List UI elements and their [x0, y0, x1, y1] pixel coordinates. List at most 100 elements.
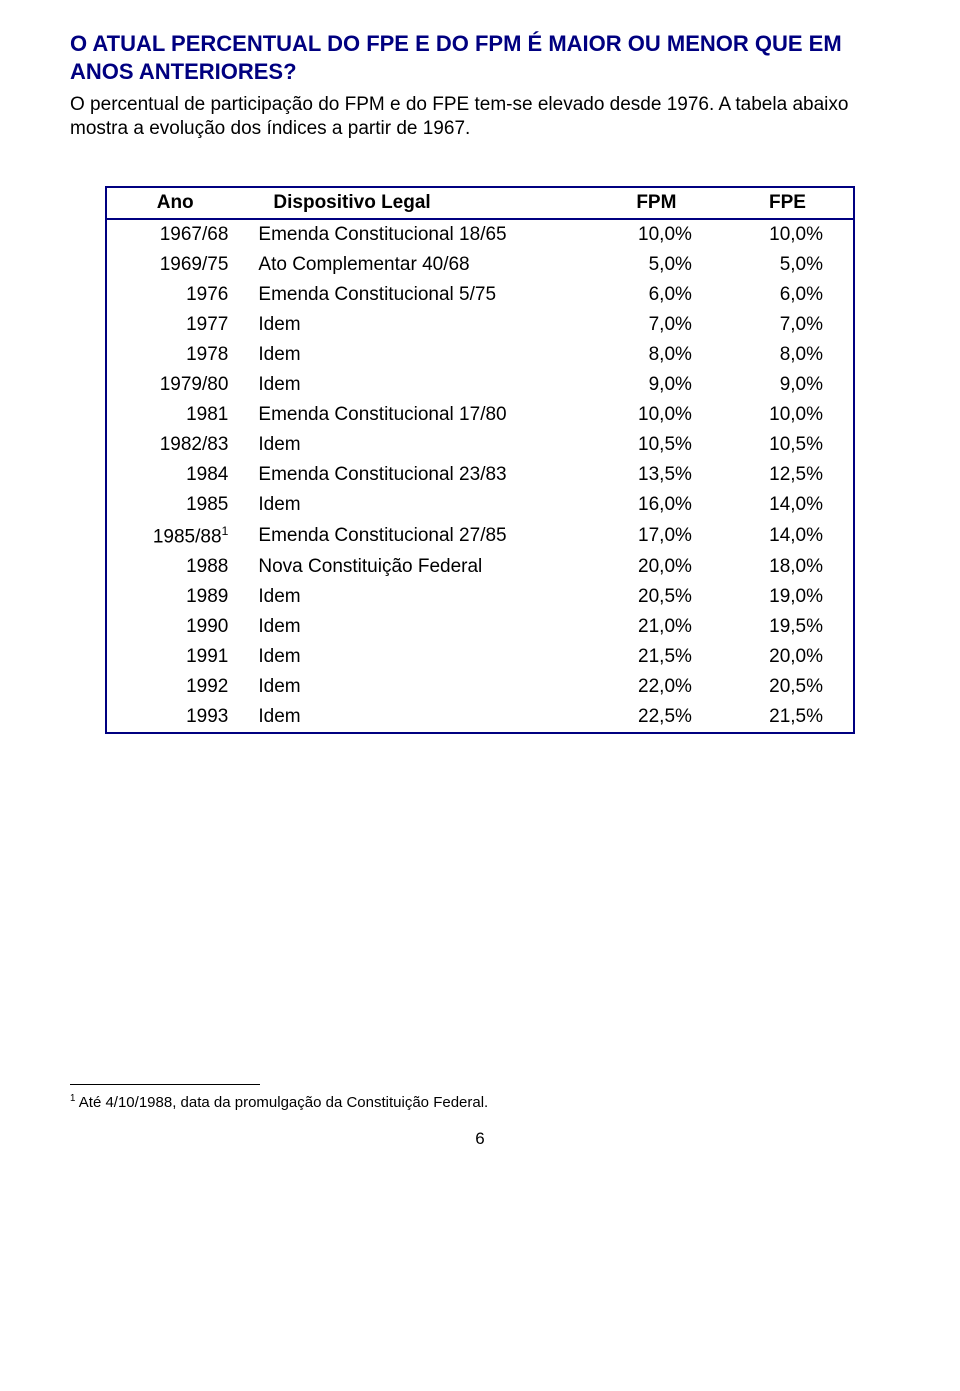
- cell-fpe: 9,0%: [722, 370, 854, 400]
- cell-year: 1969/75: [106, 250, 243, 280]
- cell-legal: Emenda Constitucional 5/75: [243, 280, 590, 310]
- cell-year: 1978: [106, 340, 243, 370]
- cell-legal: Idem: [243, 702, 590, 733]
- table-body: 1967/68Emenda Constitucional 18/6510,0%1…: [106, 219, 854, 733]
- table-row: 1991 Idem21,5%20,0%: [106, 642, 854, 672]
- cell-fpe: 19,5%: [722, 612, 854, 642]
- col-header-year: Ano: [106, 187, 243, 219]
- page: O ATUAL PERCENTUAL DO FPE E DO FPM É MAI…: [0, 0, 960, 1391]
- cell-fpm: 16,0%: [591, 490, 722, 520]
- cell-legal: Emenda Constitucional 18/65: [243, 219, 590, 250]
- cell-fpe: 21,5%: [722, 702, 854, 733]
- cell-year: 1985: [106, 490, 243, 520]
- page-number: 6: [70, 1129, 890, 1149]
- cell-legal: Idem: [243, 340, 590, 370]
- cell-legal: Idem: [243, 370, 590, 400]
- table-row: 1967/68Emenda Constitucional 18/6510,0%1…: [106, 219, 854, 250]
- year-value: 1984: [186, 464, 228, 485]
- year-value: 1985: [186, 494, 228, 515]
- cell-fpe: 10,0%: [722, 400, 854, 430]
- cell-fpe: 18,0%: [722, 552, 854, 582]
- cell-fpe: 20,5%: [722, 672, 854, 702]
- cell-fpe: 14,0%: [722, 520, 854, 552]
- cell-year: 1991: [106, 642, 243, 672]
- table-row: 1989Idem20,5%19,0%: [106, 582, 854, 612]
- table-row: 1988Nova Constituição Federal20,0%18,0%: [106, 552, 854, 582]
- year-value: 1985/88: [153, 526, 222, 547]
- cell-legal: Idem: [243, 310, 590, 340]
- year-value: 1982/83: [160, 434, 229, 455]
- year-value: 1976: [186, 284, 228, 305]
- cell-fpe: 6,0%: [722, 280, 854, 310]
- cell-legal: Idem: [243, 672, 590, 702]
- table-row: 1992Idem22,0%20,5%: [106, 672, 854, 702]
- evolution-table: Ano Dispositivo Legal FPM FPE 1967/68 Eme…: [105, 186, 855, 734]
- table-row: 1993 Idem22,5%21,5%: [106, 702, 854, 733]
- cell-year: 1976: [106, 280, 243, 310]
- cell-fpm: 8,0%: [591, 340, 722, 370]
- table-header-row: Ano Dispositivo Legal FPM FPE: [106, 187, 854, 219]
- cell-fpe: 7,0%: [722, 310, 854, 340]
- cell-year: 1977: [106, 310, 243, 340]
- cell-legal: Idem: [243, 642, 590, 672]
- year-footnote-ref: 1: [222, 524, 229, 538]
- year-value: 1989: [186, 586, 228, 607]
- cell-year: 1982/83: [106, 430, 243, 460]
- intro-paragraph: O percentual de participação do FPM e do…: [70, 93, 890, 141]
- cell-year: 1967/68: [106, 219, 243, 250]
- cell-fpe: 8,0%: [722, 340, 854, 370]
- year-value: 1993: [186, 706, 228, 727]
- footnote: 1 Até 4/10/1988, data da promulgação da …: [70, 1093, 890, 1111]
- table-row: 1981Emenda Constitucional 17/8010,0%10,0…: [106, 400, 854, 430]
- cell-fpm: 13,5%: [591, 460, 722, 490]
- year-value: 1967/68: [160, 224, 229, 245]
- year-value: 1969/75: [160, 254, 229, 275]
- table-row: 1976Emenda Constitucional 5/756,0%6,0%: [106, 280, 854, 310]
- year-value: 1988: [186, 556, 228, 577]
- cell-year: 1988: [106, 552, 243, 582]
- cell-fpm: 22,5%: [591, 702, 722, 733]
- cell-fpm: 7,0%: [591, 310, 722, 340]
- table-row: 1990 Idem21,0%19,5%: [106, 612, 854, 642]
- cell-fpm: 9,0%: [591, 370, 722, 400]
- cell-fpm: 5,0%: [591, 250, 722, 280]
- year-value: 1977: [186, 314, 228, 335]
- table-row: 1982/83Idem10,5%10,5%: [106, 430, 854, 460]
- cell-fpm: 6,0%: [591, 280, 722, 310]
- cell-legal: Emenda Constitucional 27/85: [243, 520, 590, 552]
- year-value: 1990: [186, 616, 228, 637]
- cell-legal: Emenda Constitucional 23/83: [243, 460, 590, 490]
- cell-fpe: 20,0%: [722, 642, 854, 672]
- cell-legal: Idem: [243, 430, 590, 460]
- cell-fpe: 14,0%: [722, 490, 854, 520]
- table-row: 1978Idem8,0%8,0%: [106, 340, 854, 370]
- section-heading: O ATUAL PERCENTUAL DO FPE E DO FPM É MAI…: [70, 30, 890, 85]
- cell-year: 1993: [106, 702, 243, 733]
- table-row: 1969/75Ato Complementar 40/685,0%5,0%: [106, 250, 854, 280]
- year-value: 1978: [186, 344, 228, 365]
- cell-fpm: 10,0%: [591, 400, 722, 430]
- cell-year: 1981: [106, 400, 243, 430]
- col-header-fpm: FPM: [591, 187, 722, 219]
- cell-year: 1992: [106, 672, 243, 702]
- cell-fpm: 17,0%: [591, 520, 722, 552]
- footnote-separator: [70, 1084, 260, 1085]
- cell-legal: Emenda Constitucional 17/80: [243, 400, 590, 430]
- cell-fpe: 19,0%: [722, 582, 854, 612]
- table-row: 1985/881Emenda Constitucional 27/8517,0%…: [106, 520, 854, 552]
- cell-fpm: 21,5%: [591, 642, 722, 672]
- table-row: 1985 Idem16,0%14,0%: [106, 490, 854, 520]
- cell-fpm: 10,0%: [591, 219, 722, 250]
- year-value: 1991: [186, 646, 228, 667]
- cell-fpm: 10,5%: [591, 430, 722, 460]
- cell-fpm: 21,0%: [591, 612, 722, 642]
- year-value: 1981: [186, 404, 228, 425]
- cell-year: 1985/881: [106, 520, 243, 552]
- cell-legal: Idem: [243, 612, 590, 642]
- year-value: 1979/80: [160, 374, 229, 395]
- cell-year: 1979/80: [106, 370, 243, 400]
- footnote-text: Até 4/10/1988, data da promulgação da Co…: [75, 1094, 488, 1111]
- cell-year: 1989: [106, 582, 243, 612]
- cell-legal: Idem: [243, 490, 590, 520]
- table-container: Ano Dispositivo Legal FPM FPE 1967/68 Eme…: [105, 186, 855, 734]
